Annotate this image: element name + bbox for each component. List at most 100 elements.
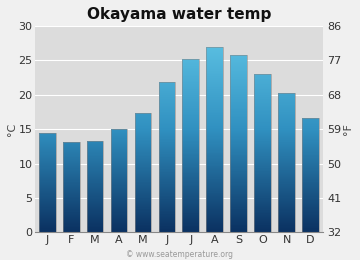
Bar xyxy=(230,112,247,113)
Bar xyxy=(111,211,127,212)
Bar xyxy=(230,170,247,171)
Bar xyxy=(183,185,199,186)
Bar xyxy=(63,165,80,166)
Bar xyxy=(254,92,271,93)
Bar xyxy=(254,210,271,211)
Bar xyxy=(278,211,295,212)
Bar xyxy=(302,197,319,198)
Bar xyxy=(39,189,55,190)
Bar xyxy=(39,164,55,165)
Bar xyxy=(39,230,55,231)
Bar xyxy=(278,97,295,98)
Bar xyxy=(158,228,175,229)
Bar xyxy=(302,186,319,187)
Bar xyxy=(302,150,319,151)
Bar xyxy=(39,156,55,157)
Bar xyxy=(158,192,175,193)
Bar xyxy=(302,153,319,154)
Bar xyxy=(302,127,319,128)
Bar xyxy=(206,140,223,141)
Bar xyxy=(87,144,103,145)
Bar xyxy=(230,124,247,125)
Bar xyxy=(135,200,151,201)
Bar xyxy=(135,228,151,229)
Bar xyxy=(302,200,319,201)
Bar xyxy=(39,226,55,227)
Bar xyxy=(39,168,55,169)
Bar xyxy=(230,166,247,167)
Bar xyxy=(158,83,175,84)
Bar xyxy=(230,104,247,105)
Bar xyxy=(158,109,175,110)
Bar xyxy=(206,90,223,91)
Bar xyxy=(206,204,223,205)
Bar xyxy=(302,151,319,152)
Bar xyxy=(183,226,199,227)
Bar xyxy=(230,103,247,104)
Bar xyxy=(135,137,151,138)
Bar xyxy=(278,208,295,209)
Bar xyxy=(302,168,319,169)
Bar xyxy=(158,198,175,199)
Bar xyxy=(230,114,247,115)
Bar xyxy=(158,141,175,142)
Bar xyxy=(39,181,55,182)
Bar xyxy=(302,131,319,132)
Bar xyxy=(111,228,127,229)
Bar xyxy=(63,208,80,209)
Bar xyxy=(158,132,175,133)
Bar xyxy=(183,68,199,69)
Bar xyxy=(183,116,199,117)
Bar xyxy=(39,142,55,143)
Bar xyxy=(254,124,271,125)
Bar xyxy=(254,142,271,143)
Bar xyxy=(206,218,223,219)
Bar xyxy=(206,54,223,55)
Bar xyxy=(254,215,271,216)
Bar xyxy=(206,147,223,148)
Bar xyxy=(135,129,151,130)
Bar xyxy=(183,112,199,113)
Bar xyxy=(254,109,271,110)
Bar xyxy=(63,188,80,189)
Bar xyxy=(230,73,247,74)
Bar xyxy=(206,116,223,117)
Bar xyxy=(158,208,175,209)
Bar xyxy=(87,178,103,179)
Bar xyxy=(158,230,175,231)
Bar xyxy=(302,179,319,180)
Bar xyxy=(111,181,127,182)
Bar xyxy=(254,193,271,194)
Bar xyxy=(278,213,295,214)
Bar xyxy=(230,165,247,166)
Bar xyxy=(111,173,127,174)
Bar xyxy=(158,187,175,188)
Bar xyxy=(111,178,127,179)
Bar xyxy=(183,136,199,137)
Bar xyxy=(206,58,223,59)
Bar xyxy=(230,131,247,132)
Bar xyxy=(278,96,295,97)
Bar xyxy=(206,83,223,84)
Bar xyxy=(278,106,295,107)
Bar xyxy=(254,172,271,173)
Bar xyxy=(206,162,223,163)
Bar xyxy=(111,153,127,154)
Bar xyxy=(183,80,199,81)
Bar xyxy=(254,74,271,75)
Bar xyxy=(278,228,295,229)
Bar xyxy=(87,154,103,155)
Bar xyxy=(158,201,175,202)
Bar xyxy=(87,186,103,187)
Bar xyxy=(39,178,55,179)
Bar xyxy=(158,87,175,88)
Bar xyxy=(111,216,127,217)
Bar xyxy=(183,72,199,73)
Bar xyxy=(63,220,80,221)
Bar xyxy=(230,206,247,207)
Bar xyxy=(87,151,103,152)
Bar xyxy=(111,231,127,232)
Bar xyxy=(206,165,223,166)
Bar xyxy=(39,225,55,226)
Bar xyxy=(135,147,151,148)
